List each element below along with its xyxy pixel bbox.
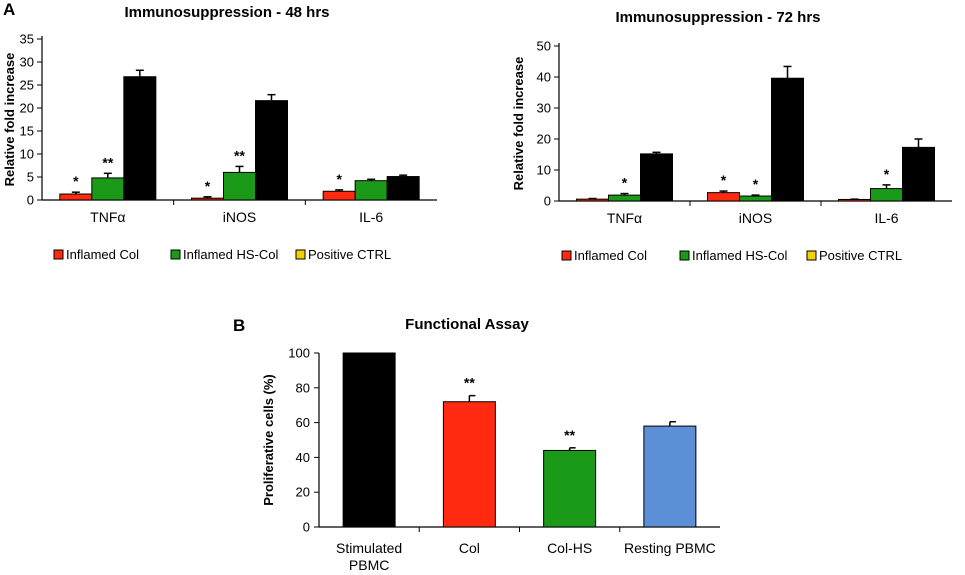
y-tick-label: 40: [537, 70, 551, 85]
y-tick-label: 10: [537, 163, 551, 178]
bar: [543, 449, 597, 528]
y-tick-label: 50: [537, 39, 551, 54]
significance-marker: *: [884, 166, 890, 182]
y-tick-label: 100: [288, 346, 310, 361]
x-category-label: iNOS: [223, 209, 256, 225]
legend-swatch: [561, 250, 572, 261]
bar: [342, 352, 396, 528]
bar: [643, 425, 697, 528]
bar: [707, 192, 740, 202]
significance-marker: *: [721, 172, 727, 188]
y-tick-label: 40: [296, 450, 310, 465]
legend-label: Positive CTRL: [819, 248, 902, 263]
y-tick-label: 0: [303, 520, 310, 535]
x-category-label: TNFα: [90, 209, 125, 225]
legend-swatch: [295, 249, 306, 260]
x-category-label: Resting PBMC: [624, 540, 716, 556]
chart-title: Immunosuppression - 72 hrs: [615, 9, 820, 26]
bar: [442, 401, 496, 528]
bar: [123, 76, 157, 201]
bar: [59, 193, 93, 201]
x-category-label: iNOS: [739, 210, 772, 226]
chart-functional-assay: Functional Assay Proliferative cells (%) 0…: [261, 316, 720, 573]
panel-label-a: A: [3, 0, 16, 19]
bar: [576, 198, 609, 202]
x-category-label: TNFα: [607, 210, 642, 226]
y-axis-label: Proliferative cells (%): [261, 374, 276, 506]
legend-label: Inflamed HS-Col: [692, 248, 787, 263]
y-tick-label: 80: [296, 380, 310, 395]
y-tick-label: 0: [544, 194, 551, 209]
bar: [870, 188, 903, 202]
chart-immunosuppression-72h: Immunosuppression - 72 hrs Relative fold …: [511, 9, 952, 263]
bar: [191, 197, 224, 201]
legend-swatch: [170, 249, 181, 260]
x-category-label: Col-HS: [547, 540, 592, 556]
legend-label: Inflamed Col: [574, 248, 647, 263]
bar: [771, 77, 804, 202]
y-axis-label: Relative fold increase: [2, 53, 17, 187]
x-category-label: IL-6: [874, 210, 898, 226]
legend-swatch: [679, 250, 690, 261]
significance-marker: *: [205, 178, 211, 194]
bar: [354, 180, 388, 201]
y-tick-label: 30: [537, 101, 551, 116]
chart-immunosuppression-48h: Immunosuppression - 48 hrs Relative fold …: [2, 4, 437, 262]
bar: [902, 146, 935, 202]
x-category-label: Stimulated: [336, 540, 402, 556]
y-tick-label: 15: [20, 124, 34, 139]
significance-marker: *: [753, 176, 759, 192]
y-tick-label: 35: [20, 32, 34, 47]
panel-label-b: B: [233, 316, 246, 335]
y-tick-label: 20: [296, 485, 310, 500]
significance-marker: **: [564, 427, 575, 443]
legend-label: Positive CTRL: [308, 247, 391, 262]
significance-marker: **: [464, 375, 475, 391]
y-tick-label: 20: [537, 132, 551, 147]
bar: [608, 194, 641, 202]
legend-swatch: [806, 250, 817, 261]
significance-marker: **: [234, 147, 245, 163]
y-tick-label: 60: [296, 415, 310, 430]
legend-label: Inflamed Col: [66, 247, 139, 262]
chart-title: Immunosuppression - 48 hrs: [124, 4, 329, 21]
bar: [223, 171, 256, 201]
x-category-label: Col: [459, 540, 480, 556]
bar: [322, 190, 356, 201]
legend-label: Inflamed HS-Col: [183, 247, 278, 262]
y-tick-label: 30: [20, 55, 34, 70]
bar: [91, 177, 125, 201]
bar: [386, 176, 420, 201]
x-category-label: PBMC: [349, 557, 389, 573]
y-tick-label: 0: [27, 193, 34, 208]
chart-title: Functional Assay: [405, 316, 529, 333]
bar: [640, 153, 673, 202]
bar: [739, 195, 772, 202]
significance-marker: *: [622, 175, 628, 191]
significance-marker: *: [336, 171, 342, 187]
x-category-label: IL-6: [359, 209, 383, 225]
bar: [255, 100, 288, 201]
y-tick-label: 20: [20, 101, 34, 116]
legend-swatch: [53, 249, 64, 260]
y-tick-label: 25: [20, 78, 34, 93]
y-axis-label: Relative fold increase: [511, 57, 526, 191]
significance-marker: **: [102, 154, 113, 170]
significance-marker: *: [73, 173, 79, 189]
y-tick-label: 5: [27, 170, 34, 185]
y-tick-label: 10: [20, 147, 34, 162]
